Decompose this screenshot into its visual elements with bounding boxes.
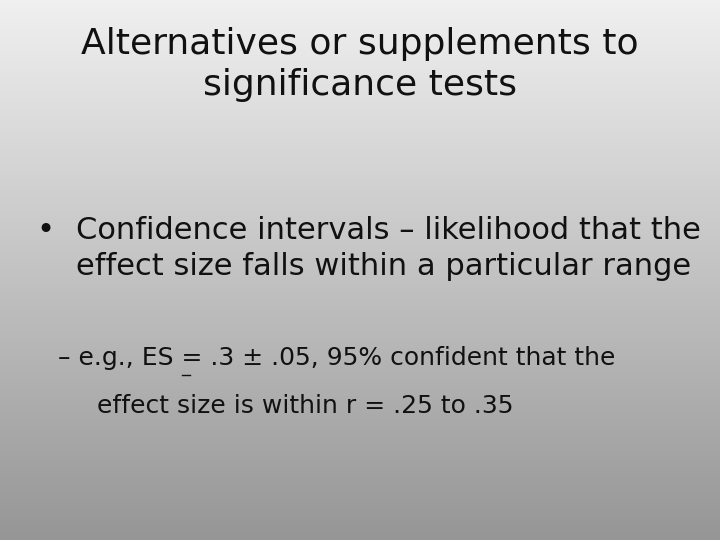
- Text: Confidence intervals – likelihood that the
effect size falls within a particular: Confidence intervals – likelihood that t…: [76, 216, 701, 281]
- Text: •: •: [36, 216, 54, 245]
- Text: – e.g., ES = .3 ± .05, 95% confident that the: – e.g., ES = .3 ± .05, 95% confident tha…: [58, 346, 615, 369]
- Text: Alternatives or supplements to
significance tests: Alternatives or supplements to significa…: [81, 27, 639, 102]
- Text: effect size is within r = .25 to .35: effect size is within r = .25 to .35: [97, 394, 513, 418]
